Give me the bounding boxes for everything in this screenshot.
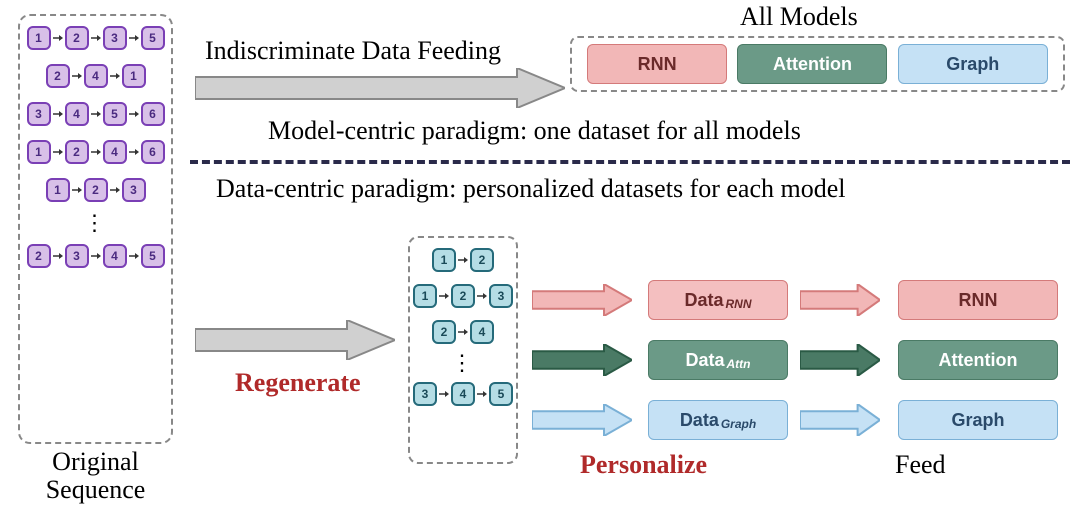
connector-arrow-icon bbox=[477, 389, 487, 399]
token-purple: 4 bbox=[84, 64, 108, 88]
top-grey-arrow-icon bbox=[195, 68, 565, 113]
token-teal: 2 bbox=[432, 320, 456, 344]
regenerated-box: 1212324⋮345 bbox=[408, 236, 518, 464]
connector-arrow-icon bbox=[439, 291, 449, 301]
connector-arrow-icon bbox=[72, 185, 82, 195]
graph-pill: Graph bbox=[898, 44, 1048, 84]
connector-arrow-icon bbox=[110, 71, 120, 81]
sequence-row: 2345 bbox=[27, 244, 165, 268]
connector-arrow-icon bbox=[53, 33, 63, 43]
token-purple: 3 bbox=[122, 178, 146, 202]
connector-arrow-icon bbox=[129, 33, 139, 43]
token-purple: 3 bbox=[103, 26, 127, 50]
token-teal: 1 bbox=[432, 248, 456, 272]
token-purple: 4 bbox=[65, 102, 89, 126]
model-attn-pill: Attention bbox=[898, 340, 1058, 380]
connector-arrow-icon bbox=[458, 327, 468, 337]
token-purple: 6 bbox=[141, 102, 165, 126]
feed-label: Feed bbox=[895, 450, 946, 480]
token-teal: 4 bbox=[451, 382, 475, 406]
token-teal: 2 bbox=[451, 284, 475, 308]
token-purple: 1 bbox=[27, 26, 51, 50]
token-purple: 1 bbox=[122, 64, 146, 88]
token-purple: 1 bbox=[27, 140, 51, 164]
token-purple: 6 bbox=[141, 140, 165, 164]
personalize-arrow-rnn-icon bbox=[532, 284, 632, 321]
token-purple: 4 bbox=[103, 244, 127, 268]
connector-arrow-icon bbox=[91, 251, 101, 261]
token-purple: 2 bbox=[27, 244, 51, 268]
token-purple: 5 bbox=[141, 244, 165, 268]
feed-arrow-rnn-icon bbox=[800, 284, 880, 321]
horizontal-divider bbox=[190, 160, 1070, 164]
token-purple: 4 bbox=[103, 140, 127, 164]
connector-arrow-icon bbox=[91, 109, 101, 119]
model-rnn-pill: RNN bbox=[898, 280, 1058, 320]
token-purple: 2 bbox=[65, 26, 89, 50]
original-sequence-label: Original Sequence bbox=[18, 448, 173, 504]
bottom-grey-arrow-icon bbox=[195, 320, 395, 365]
connector-arrow-icon bbox=[129, 147, 139, 157]
original-sequence-box: 123524134561246123⋮2345 bbox=[18, 14, 173, 444]
connector-arrow-icon bbox=[110, 185, 120, 195]
sequence-row: 241 bbox=[46, 64, 146, 88]
sequence-row: 1246 bbox=[27, 140, 165, 164]
token-purple: 2 bbox=[84, 178, 108, 202]
all-models-label: All Models bbox=[740, 2, 858, 32]
connector-arrow-icon bbox=[91, 33, 101, 43]
sequence-row: 24 bbox=[432, 320, 494, 344]
token-teal: 3 bbox=[489, 284, 513, 308]
model-graph-pill: Graph bbox=[898, 400, 1058, 440]
feed-arrow-attn-icon bbox=[800, 344, 880, 381]
token-purple: 3 bbox=[65, 244, 89, 268]
personalize-arrow-graph-icon bbox=[532, 404, 632, 441]
vertical-dots-icon: ⋮ bbox=[451, 358, 475, 368]
connector-arrow-icon bbox=[53, 109, 63, 119]
data-graph-pill: DataGraph bbox=[648, 400, 788, 440]
token-teal: 5 bbox=[489, 382, 513, 406]
data-centric-caption: Data-centric paradigm: personalized data… bbox=[216, 174, 845, 204]
token-purple: 2 bbox=[65, 140, 89, 164]
data-attn-pill: DataAttn bbox=[648, 340, 788, 380]
regenerate-label: Regenerate bbox=[235, 368, 361, 398]
attention-pill: Attention bbox=[737, 44, 887, 84]
connector-arrow-icon bbox=[53, 147, 63, 157]
connector-arrow-icon bbox=[129, 251, 139, 261]
connector-arrow-icon bbox=[129, 109, 139, 119]
sequence-row: 3456 bbox=[27, 102, 165, 126]
token-teal: 1 bbox=[413, 284, 437, 308]
token-purple: 2 bbox=[46, 64, 70, 88]
token-purple: 3 bbox=[27, 102, 51, 126]
token-teal: 4 bbox=[470, 320, 494, 344]
token-purple: 5 bbox=[141, 26, 165, 50]
connector-arrow-icon bbox=[439, 389, 449, 399]
sequence-row: 123 bbox=[413, 284, 513, 308]
token-teal: 3 bbox=[413, 382, 437, 406]
model-centric-caption: Model-centric paradigm: one dataset for … bbox=[268, 116, 801, 146]
indiscriminate-label: Indiscriminate Data Feeding bbox=[205, 36, 501, 66]
sequence-row: 1235 bbox=[27, 26, 165, 50]
data-rnn-pill: DataRNN bbox=[648, 280, 788, 320]
connector-arrow-icon bbox=[477, 291, 487, 301]
connector-arrow-icon bbox=[72, 71, 82, 81]
token-purple: 5 bbox=[103, 102, 127, 126]
all-models-box: RNN Attention Graph bbox=[570, 36, 1065, 92]
rnn-pill: RNN bbox=[587, 44, 727, 84]
connector-arrow-icon bbox=[458, 255, 468, 265]
sequence-row: 12 bbox=[432, 248, 494, 272]
token-teal: 2 bbox=[470, 248, 494, 272]
connector-arrow-icon bbox=[91, 147, 101, 157]
sequence-row: 345 bbox=[413, 382, 513, 406]
personalize-arrow-attn-icon bbox=[532, 344, 632, 381]
token-purple: 1 bbox=[46, 178, 70, 202]
diagram-root: 123524134561246123⋮2345 Original Sequenc… bbox=[0, 0, 1080, 509]
feed-arrow-graph-icon bbox=[800, 404, 880, 441]
personalize-label: Personalize bbox=[580, 450, 707, 480]
connector-arrow-icon bbox=[53, 251, 63, 261]
sequence-row: 123 bbox=[46, 178, 146, 202]
vertical-dots-icon: ⋮ bbox=[84, 218, 108, 228]
